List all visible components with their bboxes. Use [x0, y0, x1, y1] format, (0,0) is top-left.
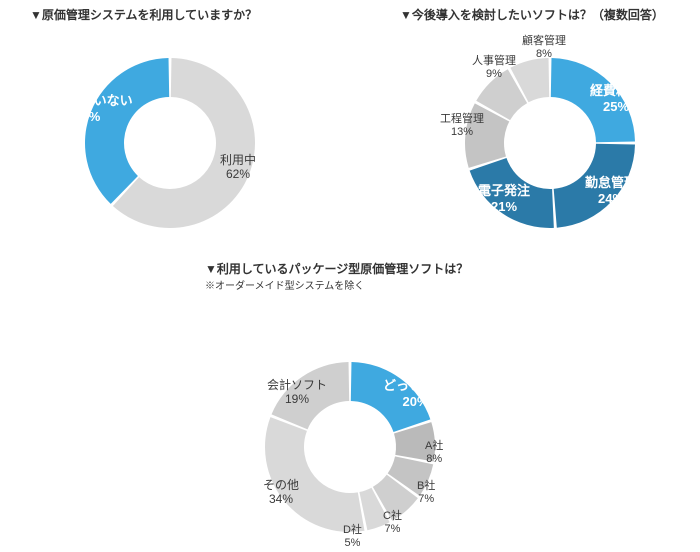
slice-label: 人事管理9% — [472, 55, 516, 81]
donut-chart-svg — [30, 23, 330, 283]
slice-label: 電子発注21% — [478, 183, 530, 214]
slice-label: 利用していない38% — [42, 93, 133, 124]
donut-chart-svg — [205, 292, 505, 552]
chart-title: ▼原価管理システムを利用していますか？ — [30, 6, 330, 23]
chart-subtitle: ※オーダーメイド型システムを除く — [205, 277, 505, 292]
slice-label: 利用中62% — [220, 153, 256, 182]
chart-future-software: ▼今後導入を検討したいソフトは？（複数回答） 経費精算25% 勤怠管理24% 電子発… — [400, 6, 700, 283]
chart-cost-system-usage: ▼原価管理システムを利用していますか？ 利用中62% 利用していない38% — [30, 6, 330, 283]
slice-label: 工程管理13% — [440, 113, 484, 139]
slice-label: 経費精算25% — [590, 83, 642, 114]
slice-label: B社7% — [417, 480, 435, 506]
slice-label: どっと原価20% — [383, 378, 448, 409]
chart-title: ▼利用しているパッケージ型原価管理ソフトは？ — [205, 260, 505, 277]
chart-title: ▼今後導入を検討したいソフトは？（複数回答） — [400, 6, 700, 23]
slice-label: C社7% — [383, 510, 402, 536]
chart-package-software: ▼利用しているパッケージ型原価管理ソフトは？ ※オーダーメイド型システムを除く … — [205, 260, 505, 552]
slice — [85, 58, 169, 204]
slice — [265, 417, 364, 532]
slice-label: 顧客管理8% — [522, 35, 566, 61]
slice-label: 勤怠管理24% — [585, 175, 637, 206]
donut-chart-svg — [400, 23, 700, 283]
slice-label: D社5% — [343, 524, 362, 550]
slice-label: A社8% — [425, 440, 443, 466]
slice-label: 会計ソフト19% — [267, 378, 327, 407]
slice-label: その他34% — [263, 478, 299, 507]
